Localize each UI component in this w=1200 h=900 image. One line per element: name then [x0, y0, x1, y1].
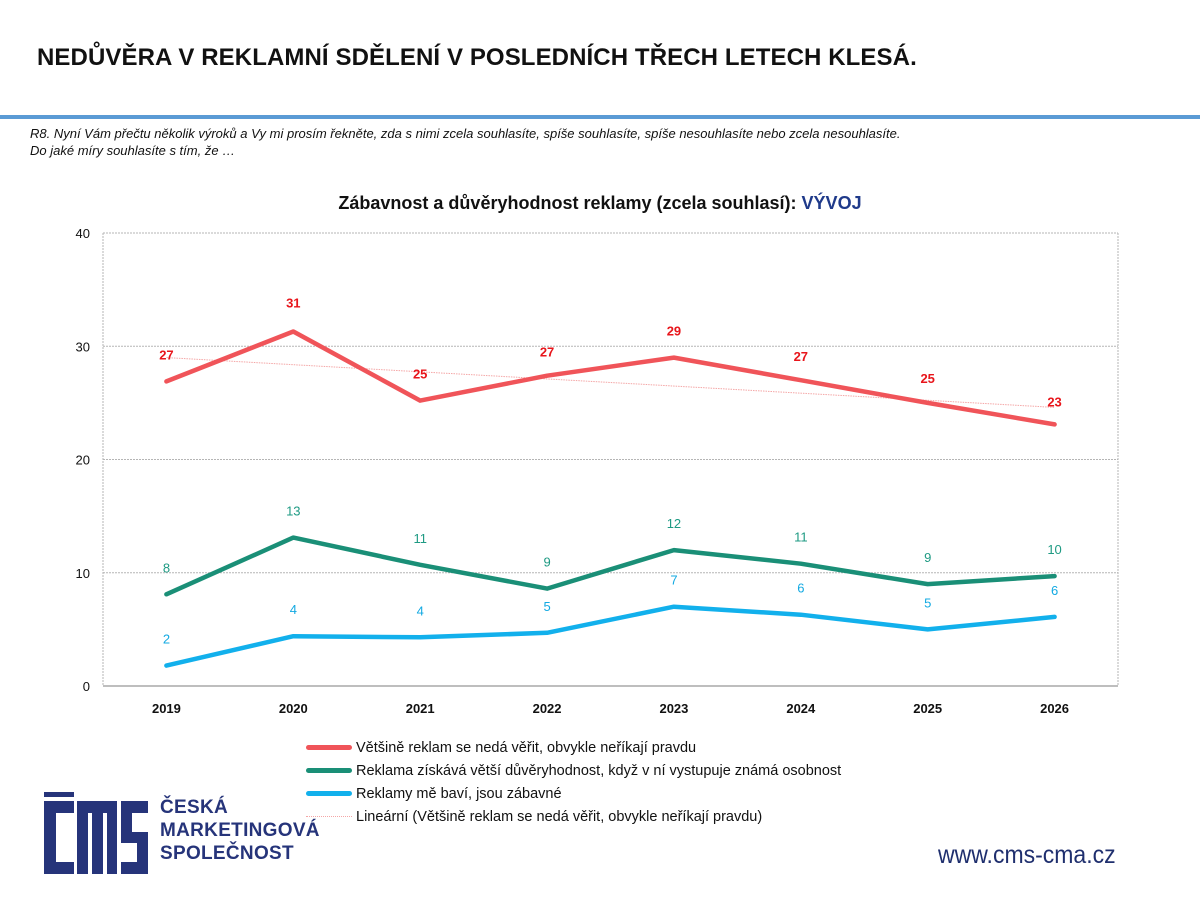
series-line-3 — [164, 604, 1057, 668]
x-tick-label: 2020 — [279, 701, 308, 716]
data-label: 6 — [797, 581, 804, 596]
y-tick-label: 40 — [76, 226, 90, 241]
data-label: 4 — [290, 602, 297, 617]
data-label: 25 — [920, 371, 934, 386]
y-tick-label: 30 — [76, 339, 90, 354]
data-label: 27 — [794, 349, 808, 364]
x-tick-label: 2019 — [152, 701, 181, 716]
y-tick-label: 20 — [76, 453, 90, 468]
chart-legend: Většině reklam se nedá věřit, obvykle ne… — [306, 736, 841, 828]
header-divider — [0, 115, 1200, 119]
data-label: 8 — [163, 560, 170, 575]
chart-title-accent: VÝVOJ — [801, 193, 862, 213]
series-line-2 — [164, 535, 1057, 597]
data-label: 10 — [1047, 542, 1061, 557]
x-axis-ticks: 2019 2020 2021 2022 2023 2024 2025 2026 — [152, 701, 1069, 716]
legend-swatch-distrust — [306, 745, 352, 750]
logo-text-line-1: ČESKÁ — [160, 797, 229, 818]
x-tick-label: 2021 — [406, 701, 435, 716]
survey-question-line-1: R8. Nyní Vám přečtu několik výroků a Vy … — [30, 126, 901, 141]
x-tick-label: 2022 — [533, 701, 562, 716]
legend-item-entertaining: Reklamy mě baví, jsou zábavné — [306, 782, 841, 805]
series-lines — [164, 329, 1057, 668]
cms-logo-text: ČESKÁ MARKETINGOVÁ SPOLEČNOST — [160, 796, 320, 865]
logo-text-line-2: MARKETINGOVÁ — [160, 820, 320, 841]
legend-label-distrust: Většině reklam se nedá věřit, obvykle ne… — [356, 739, 697, 756]
x-tick-label: 2025 — [913, 701, 942, 716]
grid-lines — [102, 232, 1119, 687]
legend-label-trendline: Lineární (Většině reklam se nedá věřit, … — [356, 808, 763, 825]
data-label: 27 — [159, 347, 173, 362]
y-tick-label: 10 — [76, 566, 90, 581]
data-label: 9 — [924, 550, 931, 565]
x-tick-label: 2026 — [1040, 701, 1069, 716]
data-label: 12 — [667, 516, 681, 531]
data-label: 29 — [667, 324, 681, 339]
data-label: 23 — [1047, 394, 1061, 409]
data-label: 4 — [417, 603, 424, 618]
survey-question: R8. Nyní Vám přečtu několik výroků a Vy … — [30, 125, 900, 159]
legend-swatch-celebrity — [306, 768, 352, 773]
data-label: 5 — [543, 599, 550, 614]
y-axis-ticks: 0 10 20 30 40 — [76, 226, 90, 694]
website-link[interactable]: www.cms-cma.cz — [938, 841, 1116, 869]
data-label: 11 — [413, 531, 427, 546]
series-line-1 — [164, 329, 1057, 427]
y-tick-label: 0 — [83, 679, 90, 694]
cms-logo-mark — [44, 792, 148, 874]
chart-title: Zábavnost a důvěryhodnost reklamy (zcela… — [0, 193, 1200, 214]
data-label: 9 — [543, 555, 550, 570]
legend-swatch-trendline — [306, 816, 352, 817]
x-tick-label: 2024 — [786, 701, 816, 716]
data-label: 6 — [1051, 583, 1058, 598]
legend-item-trendline: Lineární (Většině reklam se nedá věřit, … — [306, 805, 841, 828]
legend-item-distrust: Většině reklam se nedá věřit, obvykle ne… — [306, 736, 841, 759]
data-label: 27 — [540, 345, 554, 360]
survey-question-line-2: Do jaké míry souhlasíte s tím, že … — [30, 143, 236, 158]
data-label: 2 — [163, 632, 170, 647]
legend-label-celebrity: Reklama získává větší důvěryhodnost, kdy… — [356, 762, 842, 779]
legend-swatch-entertaining — [306, 791, 352, 796]
logo-text-line-3: SPOLEČNOST — [160, 843, 294, 864]
data-label: 31 — [286, 296, 300, 311]
data-label: 25 — [413, 367, 427, 382]
data-labels: 27 31 25 27 29 27 25 23 8 13 11 9 12 11 9 10 2 4 4 5 7 6 5 6 — [159, 296, 1062, 647]
page-headline: NEDŮVĚRA V REKLAMNÍ SDĚLENÍ V POSLEDNÍCH… — [37, 44, 917, 71]
data-label: 11 — [794, 530, 808, 545]
data-label: 13 — [286, 504, 300, 519]
data-label: 5 — [924, 595, 931, 610]
legend-item-celebrity: Reklama získává větší důvěryhodnost, kdy… — [306, 759, 841, 782]
x-tick-label: 2023 — [659, 701, 688, 716]
data-label: 7 — [670, 573, 677, 588]
cms-logo — [44, 792, 148, 879]
chart-title-main: Zábavnost a důvěryhodnost reklamy (zcela… — [338, 193, 802, 213]
legend-label-entertaining: Reklamy mě baví, jsou zábavné — [356, 785, 562, 802]
